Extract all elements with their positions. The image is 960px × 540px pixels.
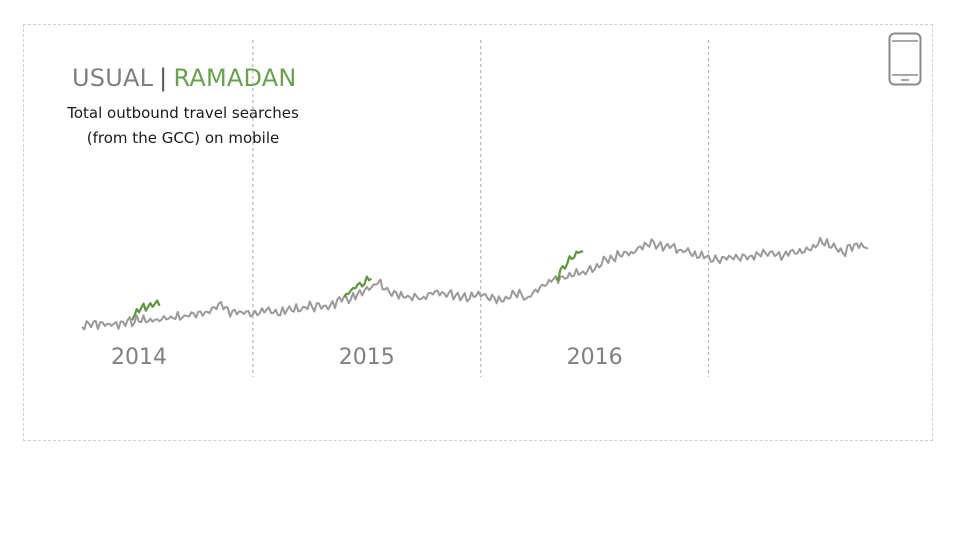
chart-frame (23, 24, 933, 441)
subtitle-line-1: Total outbound travel searches (67, 104, 299, 122)
mobile-phone-icon (888, 32, 922, 90)
series-ramadan-segment-3 (555, 250, 584, 281)
subtitle-line-2: (from the GCC) on mobile (86, 129, 280, 147)
series-ramadan-segment-1 (131, 299, 161, 321)
legend-title: USUAL | RAMADAN (72, 64, 297, 92)
year-label-2015: 2015 (339, 345, 395, 370)
series-ramadan-segment-2 (343, 275, 372, 298)
legend-separator: | (159, 64, 168, 92)
legend-ramadan: RAMADAN (173, 64, 297, 92)
legend-usual: USUAL (72, 64, 154, 92)
year-label-2016: 2016 (567, 345, 623, 370)
series-usual-line (81, 236, 869, 331)
year-label-2014: 2014 (111, 345, 167, 370)
chart-subtitle: Total outbound travel searches (from the… (58, 101, 308, 151)
